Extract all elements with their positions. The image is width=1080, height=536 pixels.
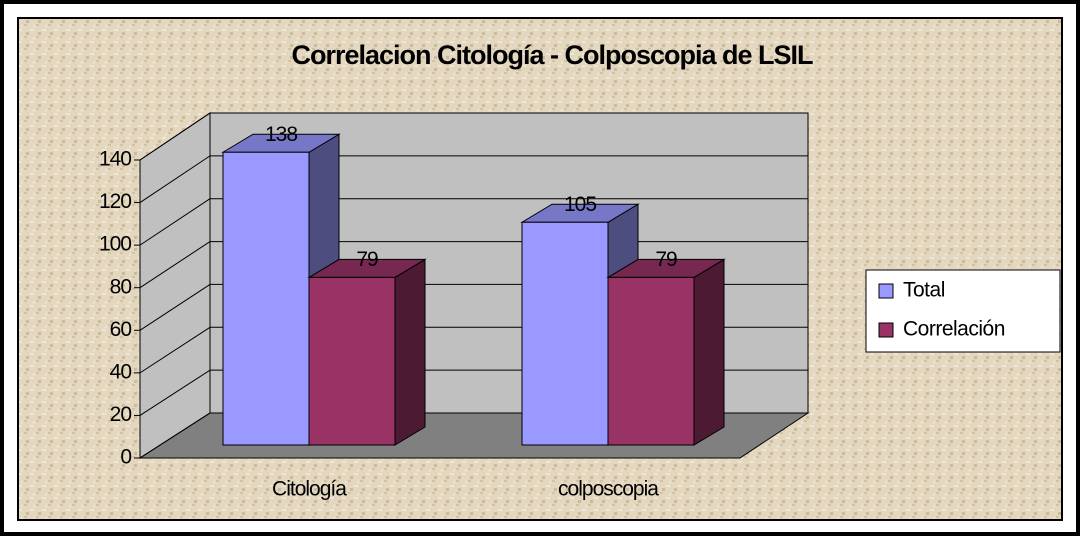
grid-line [139, 369, 211, 416]
side-wall [139, 112, 211, 459]
grid-line [139, 155, 211, 203]
grid-line [139, 198, 211, 246]
bar-side [693, 258, 725, 446]
y-tick-label: 120 [99, 190, 131, 213]
grid-line [139, 326, 211, 374]
bar-front [521, 221, 609, 446]
legend-label: Total [903, 279, 945, 302]
y-tick-label: 60 [110, 318, 132, 341]
y-tick-label: 20 [110, 403, 132, 426]
y-tick-label: 40 [110, 360, 132, 383]
grid-line [139, 112, 211, 161]
y-tick-label: 80 [110, 275, 132, 298]
bar-front [607, 276, 695, 446]
bar-side [394, 258, 426, 446]
legend-label: Correlación [903, 318, 1005, 341]
data-label: 79 [356, 248, 378, 271]
bar [606, 258, 726, 446]
legend [865, 269, 1061, 353]
y-tick-label: 0 [120, 446, 131, 469]
grid-line [139, 412, 211, 459]
grid-line [139, 284, 211, 331]
data-label: 105 [564, 193, 596, 216]
bar-front [308, 276, 396, 446]
grid-line [139, 241, 211, 289]
y-tick-label: 140 [99, 148, 131, 171]
chart-title: Correlacion Citología - Colposcopia de L… [291, 40, 813, 70]
data-label: 79 [655, 248, 677, 271]
legend-swatch [878, 283, 894, 299]
legend-swatch [878, 322, 894, 338]
x-tick-label: Citología [272, 478, 347, 501]
x-tick-label: colposcopia [558, 478, 659, 501]
data-label: 138 [265, 123, 297, 146]
bar-front [222, 151, 310, 446]
y-tick-label: 100 [99, 233, 131, 256]
bar [307, 258, 427, 446]
